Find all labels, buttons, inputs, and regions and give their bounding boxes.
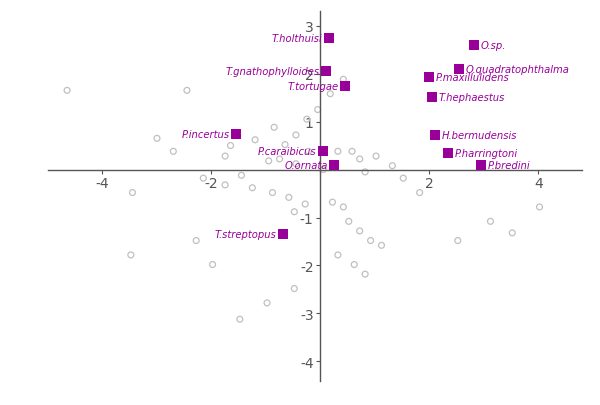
Point <box>313 107 323 113</box>
Point <box>415 190 424 196</box>
Point <box>333 252 343 258</box>
Point <box>236 173 246 179</box>
Point <box>268 190 277 196</box>
Text: H.bermudensis: H.bermudensis <box>442 131 517 141</box>
Point <box>349 262 359 268</box>
Point <box>340 83 350 90</box>
Point <box>248 185 257 192</box>
Point <box>325 91 335 98</box>
Point <box>291 132 301 139</box>
Point <box>469 43 479 49</box>
Point <box>289 286 299 292</box>
Point <box>485 219 495 225</box>
Point <box>361 169 370 176</box>
Point <box>269 125 279 131</box>
Point <box>220 182 230 189</box>
Point <box>347 149 357 155</box>
Text: T.hephaestus: T.hephaestus <box>439 92 505 102</box>
Point <box>366 238 376 244</box>
Point <box>319 149 328 155</box>
Point <box>128 190 137 196</box>
Point <box>284 195 293 201</box>
Point <box>220 153 230 160</box>
Point <box>291 161 301 168</box>
Text: P.caraibicus: P.caraibicus <box>258 147 317 157</box>
Point <box>321 69 331 75</box>
Point <box>338 77 348 83</box>
Point <box>319 167 328 173</box>
Point <box>430 132 440 139</box>
Text: P.incertus: P.incertus <box>181 129 229 139</box>
Point <box>301 201 310 208</box>
Point <box>302 117 311 123</box>
Point <box>329 162 339 168</box>
Point <box>535 204 544 211</box>
Point <box>152 136 162 142</box>
Point <box>425 75 434 81</box>
Point <box>361 271 370 278</box>
Point <box>226 143 235 149</box>
Point <box>278 232 288 238</box>
Text: P.harringtoni: P.harringtoni <box>455 148 518 158</box>
Text: T.tortugae: T.tortugae <box>287 81 338 91</box>
Text: P.maxillulidens: P.maxillulidens <box>436 73 510 83</box>
Point <box>264 158 274 165</box>
Text: P.bredini: P.bredini <box>488 160 530 170</box>
Text: O.ornata: O.ornata <box>284 160 328 170</box>
Point <box>443 150 454 157</box>
Point <box>455 66 464 73</box>
Point <box>199 175 208 182</box>
Point <box>377 243 386 249</box>
Point <box>208 262 217 268</box>
Point <box>250 137 260 144</box>
Point <box>398 175 408 182</box>
Point <box>275 156 284 163</box>
Point <box>344 219 353 225</box>
Text: T.holthuisi: T.holthuisi <box>271 34 322 43</box>
Point <box>304 149 313 155</box>
Point <box>333 149 343 155</box>
Point <box>355 156 364 163</box>
Point <box>182 88 192 94</box>
Point <box>508 230 517 237</box>
Point <box>235 316 245 323</box>
Point <box>388 163 397 170</box>
Point <box>427 94 437 100</box>
Point <box>62 88 72 94</box>
Point <box>289 209 299 215</box>
Text: O.quadratophthalma: O.quadratophthalma <box>466 65 570 75</box>
Point <box>231 131 241 137</box>
Point <box>328 199 337 206</box>
Text: T.streptopus: T.streptopus <box>215 230 277 240</box>
Text: O.sp.: O.sp. <box>481 40 506 51</box>
Point <box>371 153 381 160</box>
Point <box>280 142 290 149</box>
Point <box>338 204 348 211</box>
Point <box>126 252 136 258</box>
Point <box>169 149 178 155</box>
Point <box>453 238 463 244</box>
Point <box>262 300 272 307</box>
Point <box>191 238 201 244</box>
Point <box>476 162 486 168</box>
Text: T.gnathophylloides: T.gnathophylloides <box>225 67 319 77</box>
Point <box>355 228 364 234</box>
Point <box>324 35 334 42</box>
